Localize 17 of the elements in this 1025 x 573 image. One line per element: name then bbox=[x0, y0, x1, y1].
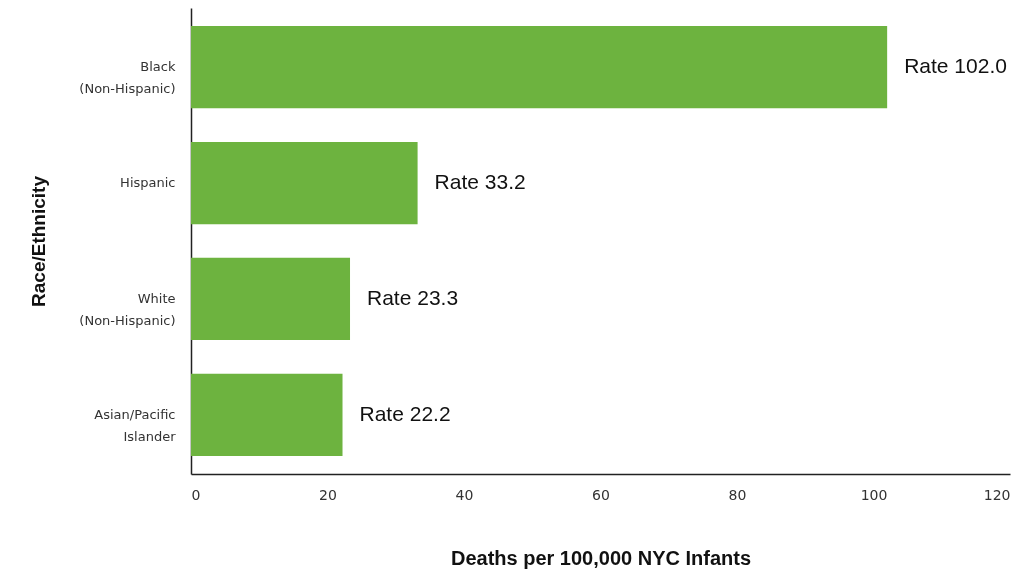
x-tick-label: 40 bbox=[455, 486, 474, 503]
x-tick-label: 80 bbox=[728, 486, 747, 503]
y-tick-label: Black (Non-Hispanic) bbox=[79, 59, 176, 97]
y-tick-label: Asian/Pacific Islander bbox=[94, 406, 177, 444]
x-tick-label: 60 bbox=[592, 486, 610, 503]
x-tick-label: 0 bbox=[191, 486, 201, 503]
y-tick-label: White (Non-Hispanic) bbox=[79, 290, 176, 328]
data-label: Rate 33.2 bbox=[434, 170, 526, 194]
data-label: Rate 102.0 bbox=[904, 54, 1007, 78]
x-tick-label: 100 bbox=[860, 486, 888, 503]
x-axis-title: Deaths per 100,000 NYC Infants bbox=[450, 546, 752, 569]
x-tick-label: 120 bbox=[983, 486, 1011, 503]
data-label: Rate 22.2 bbox=[359, 401, 451, 425]
y-axis-title: Race/Ethnicity bbox=[28, 175, 50, 307]
y-tick-label: Hispanic bbox=[120, 175, 176, 191]
x-tick-label: 20 bbox=[319, 486, 337, 503]
data-label: Rate 23.3 bbox=[367, 285, 459, 309]
